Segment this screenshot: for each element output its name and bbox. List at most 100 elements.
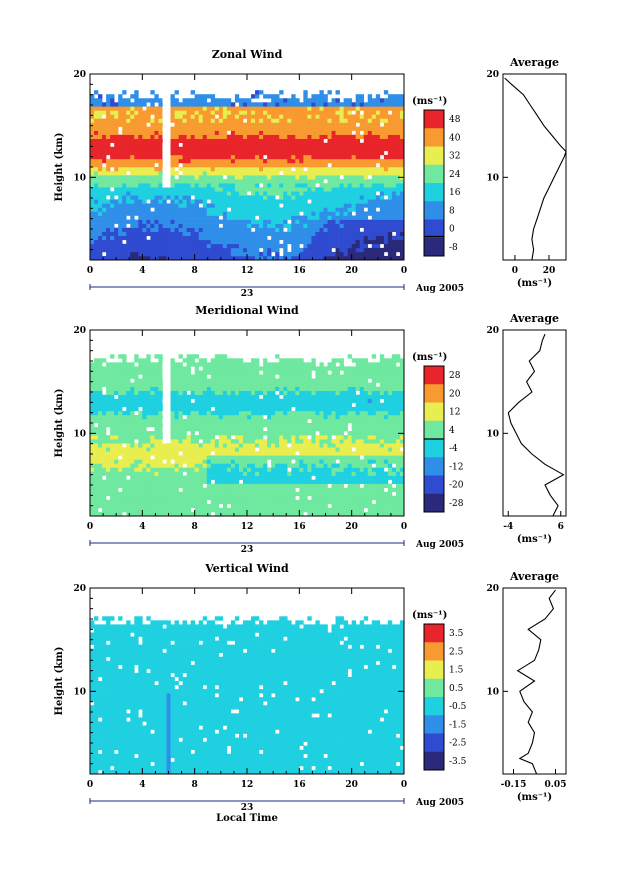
- heatmap-cell: [210, 158, 216, 164]
- heatmap-cell: [174, 110, 179, 115]
- heatmap-cell: [178, 362, 183, 367]
- heatmap-cell: [134, 150, 139, 156]
- heatmap-cell: [94, 447, 99, 452]
- heatmap-cell: [122, 247, 127, 253]
- heatmap-cell: [110, 227, 115, 232]
- heatmap-cell: [202, 479, 208, 484]
- heatmap-cell: [347, 179, 352, 184]
- heatmap-cell: [247, 207, 252, 212]
- heatmap-cell: [218, 507, 224, 513]
- heatmap-cell: [275, 471, 280, 476]
- heatmap-cell: [283, 499, 288, 505]
- heatmap-cell: [251, 134, 256, 139]
- heatmap-cell: [234, 223, 240, 228]
- heatmap-cell: [375, 203, 381, 208]
- heatmap-cell: [242, 451, 248, 456]
- heatmap-cell: [182, 106, 187, 111]
- heatmap-cell: [399, 183, 405, 188]
- heatmap-cell: [234, 251, 240, 257]
- heatmap-cell: [238, 167, 244, 172]
- heatmap-cell: [299, 114, 304, 119]
- heatmap-cell: [323, 102, 328, 107]
- heatmap-cell: [194, 138, 199, 144]
- heatmap-cell: [130, 406, 135, 412]
- heatmap-cell: [242, 439, 248, 444]
- heatmap-cell: [206, 414, 212, 420]
- heatmap-cell: [238, 439, 244, 444]
- heatmap-cell: [202, 390, 208, 395]
- heatmap-cell: [299, 255, 304, 261]
- heatmap-cell: [355, 211, 361, 216]
- heatmap-cell: [355, 187, 361, 192]
- heatmap-cell: [299, 183, 304, 188]
- heatmap-cell: [391, 215, 397, 220]
- heatmap-cell: [275, 479, 280, 484]
- heatmap-cell: [287, 382, 292, 387]
- heatmap-cell: [126, 231, 131, 237]
- heatmap-cell: [315, 138, 320, 144]
- heatmap-cell: [371, 255, 377, 261]
- heatmap-cell: [267, 219, 272, 224]
- heatmap-cell: [234, 370, 240, 375]
- heatmap-cell: [150, 390, 155, 395]
- heatmap-cell: [142, 378, 147, 383]
- heatmap-cell: [275, 94, 280, 99]
- heatmap-cell: [363, 114, 369, 119]
- heatmap-cell: [138, 414, 143, 420]
- heatmap-cell: [158, 507, 163, 513]
- heatmap-cell: [214, 243, 220, 249]
- heatmap-cell: [190, 382, 195, 387]
- heatmap-cell: [146, 171, 151, 176]
- heatmap-cell: [395, 199, 401, 204]
- heatmap-cell: [130, 203, 135, 208]
- heatmap-cell: [387, 207, 393, 212]
- heatmap-cell: [126, 251, 131, 257]
- heatmap-cell: [238, 191, 244, 196]
- heatmap-cell: [234, 499, 240, 505]
- heatmap-cell: [206, 146, 212, 152]
- heatmap-cell: [363, 162, 369, 168]
- heatmap-cell: [162, 179, 167, 184]
- colorbar-label: 16: [449, 188, 461, 198]
- heatmap-cell: [299, 231, 304, 237]
- heatmap-cell: [158, 118, 163, 123]
- heatmap-cell: [311, 207, 316, 212]
- heatmap-cell: [166, 219, 171, 224]
- heatmap-cell: [379, 211, 385, 216]
- heatmap-cell: [371, 150, 377, 156]
- heatmap-cell: [178, 390, 183, 395]
- heatmap-cell: [234, 374, 240, 379]
- heatmap-cell: [242, 431, 248, 436]
- heatmap-cell: [267, 366, 272, 371]
- heatmap-cell: [255, 459, 260, 464]
- heatmap-cell: [106, 382, 111, 387]
- heatmap-cell: [242, 491, 248, 497]
- heatmap-cell: [371, 122, 377, 127]
- heatmap-cell: [247, 195, 252, 200]
- heatmap-cell: [142, 406, 147, 412]
- heatmap-cell: [355, 207, 361, 212]
- heatmap-cell: [194, 223, 199, 228]
- heatmap-cell: [387, 227, 393, 232]
- heatmap-cell: [218, 199, 224, 204]
- heatmap-cell: [154, 122, 159, 127]
- heatmap-cell: [210, 390, 216, 395]
- heatmap-cell: [138, 219, 143, 224]
- heatmap-cell: [234, 471, 240, 476]
- heatmap-cell: [110, 106, 115, 111]
- heatmap-cell: [150, 370, 155, 375]
- heatmap-cell: [315, 114, 320, 119]
- heatmap-cell: [138, 487, 143, 493]
- heatmap-cell: [186, 507, 191, 513]
- heatmap-cell: [242, 203, 248, 208]
- heatmap-cell: [275, 503, 280, 509]
- heatmap-cell: [238, 158, 244, 164]
- heatmap-cell: [275, 122, 280, 127]
- heatmap-cell: [347, 211, 352, 216]
- heatmap-cell: [198, 179, 204, 184]
- heatmap-cell: [263, 203, 268, 208]
- heatmap-cell: [327, 215, 332, 220]
- heatmap-cell: [230, 167, 236, 172]
- heatmap-cell: [190, 199, 195, 204]
- heatmap-cell: [391, 94, 397, 99]
